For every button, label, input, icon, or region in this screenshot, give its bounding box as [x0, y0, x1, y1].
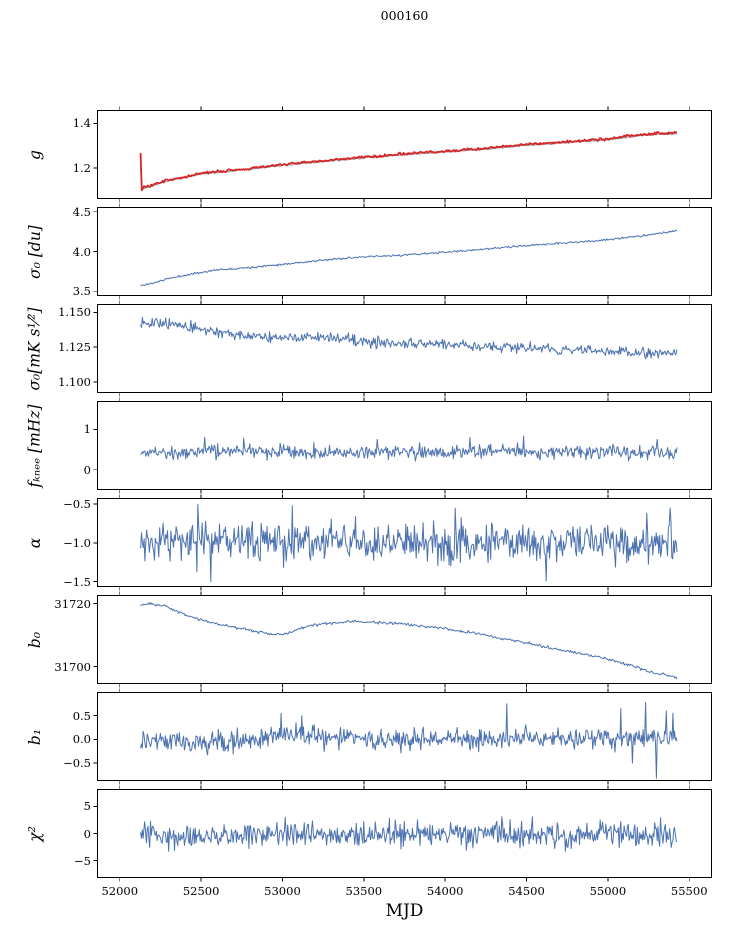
ylabel-wrap-f-knee: fₖₙₑₑ [mHz] [12, 401, 58, 490]
panel-sigma0-du-plot [93, 203, 712, 300]
ytick-alpha-2: −0.5 [63, 497, 91, 512]
xtick-52500: 52500 [182, 884, 220, 898]
ylabel-b1: b₁ [25, 728, 44, 745]
ylabel-f-knee: fₖₙₑₑ [mHz] [26, 403, 45, 488]
xtick-54500: 54500 [508, 884, 545, 898]
panel-chi2-plot [93, 785, 712, 882]
xtick-55000: 55000 [589, 884, 627, 898]
xtick-53000: 53000 [264, 884, 301, 898]
ylabel-sigma0-du: σ₀ [du] [26, 224, 45, 279]
series-b1 [140, 701, 678, 779]
series-g-model-grey [140, 132, 678, 190]
panel-sigma0-mK-plot [93, 300, 712, 397]
ytick-chi2-0: −5 [74, 853, 91, 868]
ytick-sigma0-mK-1: 1.125 [58, 340, 91, 355]
ytick-f-knee-0: 0 [83, 462, 91, 477]
ytick-b0-1: 31720 [54, 596, 91, 611]
ylabel-wrap-alpha: α [12, 498, 58, 587]
series-g-gain-red [139, 130, 678, 192]
ylabel-g: g [26, 149, 44, 160]
ytick-b1-1: 0.0 [72, 732, 91, 747]
x-axis-label: MJD [385, 901, 424, 921]
ylabel-chi2: χ² [25, 825, 44, 842]
ylabel-alpha: α [26, 537, 44, 548]
panel-b0-plot [93, 591, 712, 688]
ytick-sigma0-mK-0: 1.100 [58, 374, 91, 389]
ylabel-wrap-b0: b₀ [12, 595, 58, 684]
panel-f-knee-plot [93, 397, 712, 494]
ytick-g-1: 1.4 [72, 116, 91, 131]
ylabel-wrap-g: g [12, 110, 58, 199]
figure-title: 000160 [380, 8, 429, 23]
ytick-sigma0-du-1: 4.0 [72, 244, 91, 259]
ytick-sigma0-du-2: 4.5 [72, 204, 91, 219]
ylabel-wrap-sigma0-du: σ₀ [du] [12, 207, 58, 296]
ylabel-b0: b₀ [25, 631, 44, 648]
ytick-alpha-1: −1.0 [63, 535, 91, 550]
panel-alpha-plot [93, 494, 712, 591]
panel-b1-plot [93, 688, 712, 785]
series-sigma0-mK [140, 316, 678, 360]
ytick-b1-2: 0.5 [72, 708, 91, 723]
ylabel-sigma0-mK: σ₀[mK s¹⁄²] [26, 306, 45, 391]
series-alpha [140, 503, 678, 583]
ytick-chi2-1: 0 [83, 826, 91, 841]
xtick-52000: 52000 [101, 884, 139, 898]
ytick-f-knee-1: 1 [83, 422, 91, 437]
ylabel-wrap-b1: b₁ [12, 692, 58, 781]
panel-g-plot [93, 106, 712, 203]
ytick-g-0: 1.2 [72, 160, 91, 175]
xtick-55500: 55500 [670, 884, 708, 898]
ytick-b1-0: −0.5 [63, 756, 91, 770]
ytick-sigma0-du-0: 3.5 [72, 284, 91, 299]
series-chi2 [140, 816, 678, 852]
ytick-b0-0: 31700 [54, 659, 91, 674]
xtick-54000: 54000 [426, 884, 464, 898]
series-b0 [140, 602, 678, 680]
ytick-sigma0-mK-2: 1.150 [58, 305, 91, 320]
series-sigma0-du [140, 229, 678, 286]
xtick-53500: 53500 [345, 884, 383, 898]
ylabel-wrap-chi2: χ² [12, 789, 58, 878]
ylabel-wrap-sigma0-mK: σ₀[mK s¹⁄²] [12, 304, 58, 393]
series-f-knee [140, 435, 678, 462]
ytick-alpha-0: −1.5 [63, 574, 91, 589]
ytick-chi2-2: 5 [83, 799, 91, 814]
